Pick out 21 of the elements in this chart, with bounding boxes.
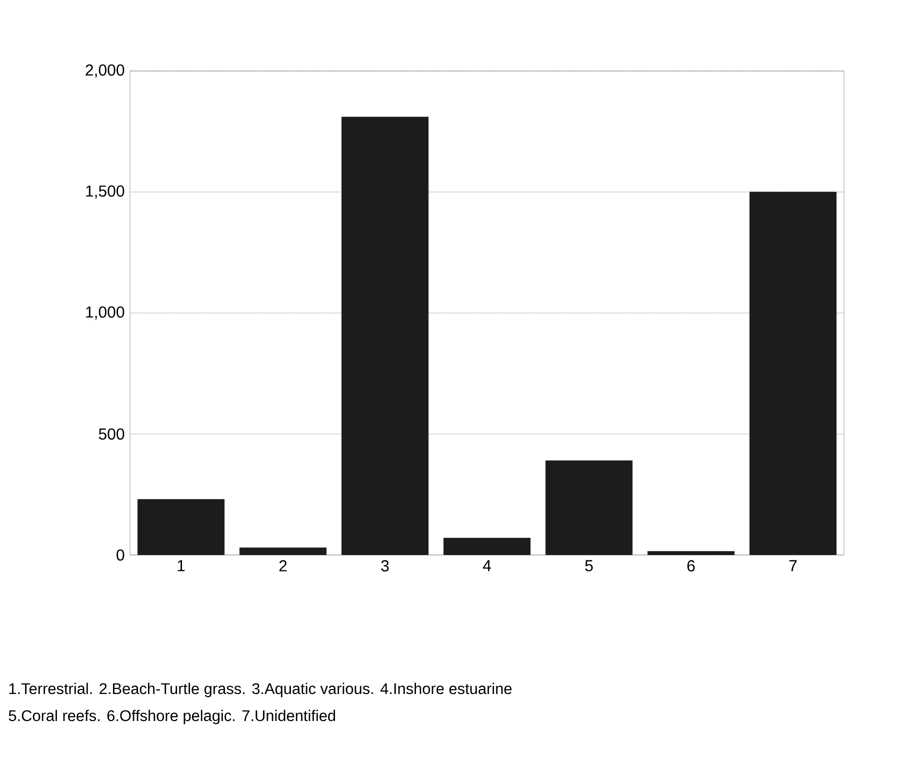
text: 1.Terrestrial. 2.Beach-Turtle grass. 3.Aquatic various. 4.Inshore estuarine <box>9 682 512 698</box>
bar <box>443 538 531 555</box>
bar <box>239 548 327 555</box>
bar <box>647 551 735 555</box>
bar <box>341 116 429 555</box>
y-tick-label: 1,500 <box>86 185 124 199</box>
x-tick-label: 4 <box>482 560 491 572</box>
bar <box>545 460 633 555</box>
x-tick-label: 1 <box>178 560 185 572</box>
y-tick-label: 0 <box>116 549 124 561</box>
y-tick-label: 2,000 <box>86 64 124 78</box>
y-tick-label: 1,000 <box>86 306 124 320</box>
x-tick-label: 7 <box>789 560 797 572</box>
x-tick-label: 2 <box>279 560 287 572</box>
y-tick-label: 500 <box>98 428 124 440</box>
x-tick-label: 6 <box>687 560 695 572</box>
bar <box>749 192 837 555</box>
bar <box>137 499 225 555</box>
x-tick-label: 5 <box>585 560 593 572</box>
x-tick-label: 3 <box>381 560 389 572</box>
text: 5.Coral reefs. 6.Offshore pelagic. 7.Unidentified <box>8 710 336 724</box>
